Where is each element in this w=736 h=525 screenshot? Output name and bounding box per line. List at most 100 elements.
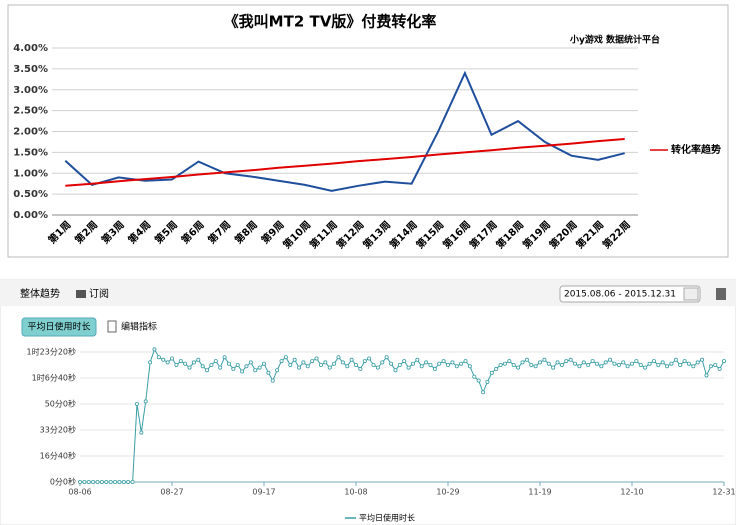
mail-icon (76, 290, 86, 298)
data-point (253, 368, 258, 373)
metric-button-label: 平均日使用时长 (27, 321, 90, 333)
data-point (415, 357, 420, 362)
legend-label: 转化率趋势 (671, 143, 721, 156)
data-point (634, 359, 639, 364)
data-point (310, 359, 315, 364)
data-point (200, 364, 205, 369)
data-point (248, 360, 253, 365)
data-point (117, 479, 122, 484)
data-point (134, 401, 139, 406)
data-point (516, 365, 521, 370)
subscribe[interactable]: 订阅 (89, 287, 109, 300)
data-point (511, 362, 516, 367)
data-point (86, 479, 91, 484)
data-point (616, 362, 621, 367)
data-point (362, 359, 367, 364)
data-point (402, 359, 407, 364)
data-point (297, 365, 302, 370)
data-point (332, 361, 337, 366)
data-point (323, 360, 328, 365)
data-point (196, 357, 201, 362)
data-point (498, 362, 503, 367)
data-point (441, 359, 446, 364)
data-point (314, 356, 319, 361)
x-tick-label: 11-19 (528, 488, 551, 497)
data-point (165, 360, 170, 365)
data-point (205, 368, 210, 373)
data-point (261, 361, 266, 366)
data-point (222, 355, 227, 360)
data-point (139, 430, 144, 435)
data-point (270, 378, 275, 383)
calendar-icon[interactable] (683, 287, 699, 301)
edit-metrics[interactable]: 编辑指标 (121, 321, 157, 333)
data-point (148, 360, 153, 365)
data-point (445, 362, 450, 367)
data-point (288, 362, 293, 367)
data-line (65, 138, 625, 187)
data-point (485, 379, 490, 384)
data-point (340, 360, 345, 365)
data-point (502, 361, 507, 366)
data-point (717, 366, 722, 371)
data-point (577, 364, 582, 369)
data-point (99, 479, 104, 484)
data-point (393, 368, 398, 373)
data-point (301, 360, 306, 365)
data-point (130, 479, 135, 484)
data-point (183, 361, 188, 366)
data-point (275, 368, 280, 373)
data-point (603, 360, 608, 365)
data-point (113, 479, 118, 484)
export-icon[interactable] (716, 288, 726, 300)
data-point (327, 365, 332, 370)
data-point (349, 357, 354, 362)
data-point (507, 359, 512, 364)
x-tick-label: 09-17 (252, 488, 275, 497)
data-point (700, 357, 705, 362)
data-point (318, 362, 323, 367)
data-point (708, 364, 713, 369)
date-picker[interactable] (559, 285, 701, 303)
data-point (108, 479, 113, 484)
data-point (538, 360, 543, 365)
data-point (669, 361, 674, 366)
data-point (437, 361, 442, 366)
x-tick-label: 08-06 (68, 488, 91, 497)
data-point (643, 365, 648, 370)
data-point (424, 360, 429, 365)
legend-label: 平均日使用时长 (359, 513, 415, 523)
y-tick-label: 2.00% (13, 127, 48, 138)
data-point (559, 362, 564, 367)
data-point (546, 361, 551, 366)
tab[interactable]: 整体趋势 (20, 287, 60, 300)
y-tick-label: 1.50% (13, 147, 48, 158)
data-point (406, 365, 411, 370)
data-point (573, 361, 578, 366)
data-point (178, 359, 183, 364)
chart-subtitle: 小y游戏 数据统计平台 (569, 34, 660, 46)
data-point (353, 362, 358, 367)
data-point (647, 361, 652, 366)
data-point (292, 357, 297, 362)
data-point (213, 359, 218, 364)
data-point (481, 390, 486, 395)
data-point (459, 361, 464, 366)
y-tick-label: 3.50% (13, 64, 48, 75)
data-point (95, 479, 100, 484)
metric-button[interactable] (21, 317, 97, 337)
data-point (121, 479, 126, 484)
y-tick-label: 0分0秒 (50, 477, 76, 487)
y-tick-label: 2.50% (13, 106, 48, 117)
data-point (266, 370, 271, 375)
data-point (630, 361, 635, 366)
data-point (410, 361, 415, 366)
y-tick-label: 1时23分20秒 (27, 347, 76, 357)
data-point (472, 374, 477, 379)
data-line (64, 70, 625, 192)
data-point (621, 360, 626, 365)
data-point (82, 479, 87, 484)
data-point (156, 355, 161, 360)
date-range: 2015.08.06 - 2015.12.31 (564, 290, 676, 300)
